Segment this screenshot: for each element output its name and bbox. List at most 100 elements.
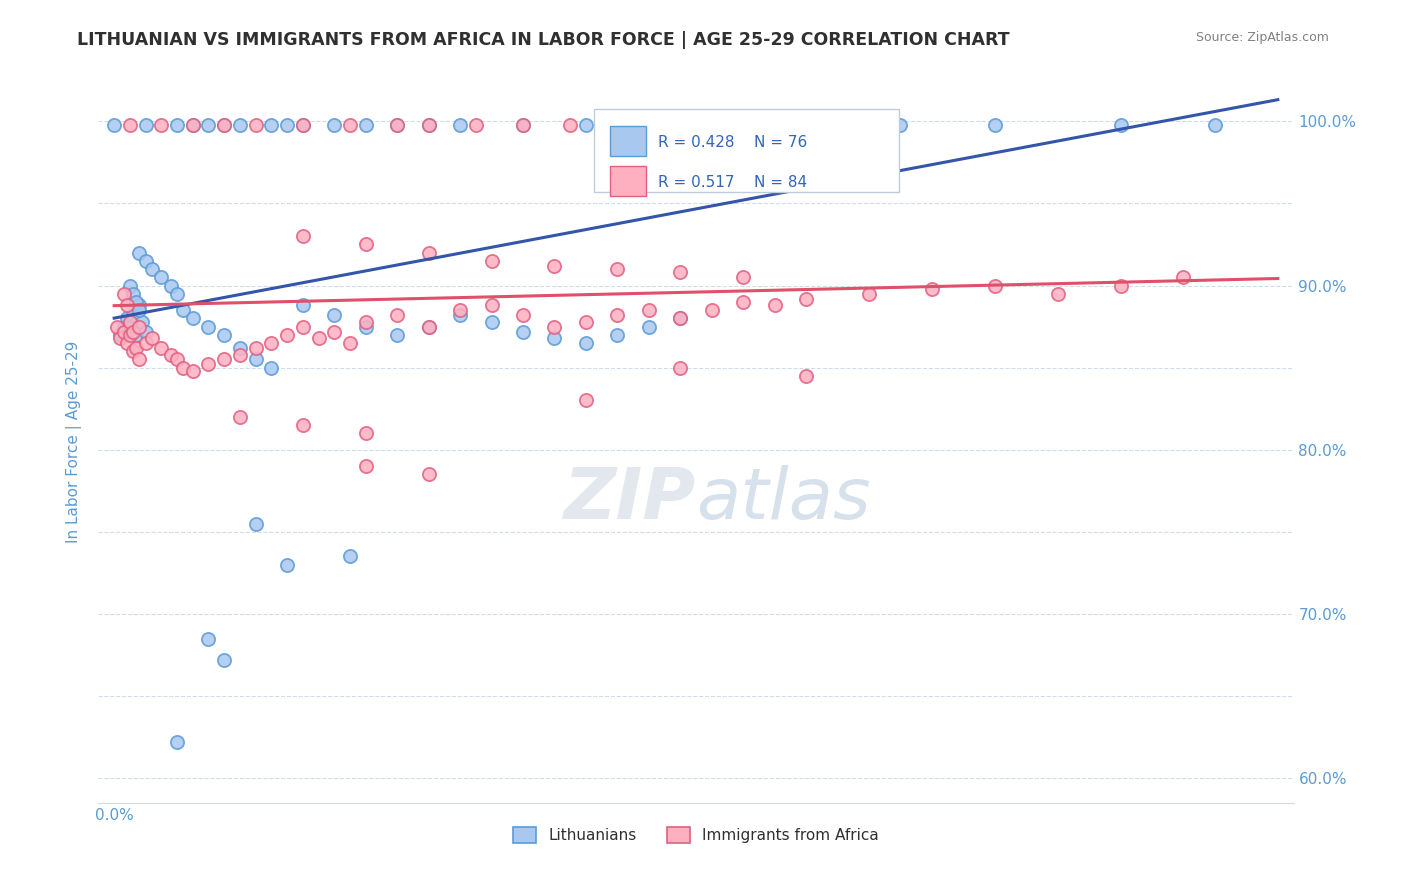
Point xyxy=(354,315,377,329)
Point xyxy=(245,352,267,367)
Point xyxy=(112,286,135,301)
Point xyxy=(418,245,440,260)
Point xyxy=(323,308,346,322)
Point xyxy=(181,118,204,132)
Point xyxy=(354,118,377,132)
Point xyxy=(125,295,148,310)
Point xyxy=(291,118,314,132)
Point xyxy=(354,426,377,441)
Point xyxy=(575,315,598,329)
Point xyxy=(245,118,267,132)
Point xyxy=(1204,118,1226,132)
Point xyxy=(135,118,157,132)
Point xyxy=(763,118,786,132)
Point xyxy=(449,308,471,322)
Point xyxy=(181,311,204,326)
Point xyxy=(166,735,188,749)
Point xyxy=(118,118,141,132)
Point xyxy=(921,282,943,296)
Point xyxy=(560,118,582,132)
Point xyxy=(354,459,377,474)
Point xyxy=(1109,118,1132,132)
Point xyxy=(212,653,235,667)
Point xyxy=(512,118,534,132)
Point xyxy=(118,315,141,329)
Point xyxy=(606,262,628,277)
Point xyxy=(543,319,565,334)
Point xyxy=(464,118,486,132)
Point xyxy=(229,341,252,355)
Point xyxy=(449,118,471,132)
Point xyxy=(418,118,440,132)
Point xyxy=(323,118,346,132)
Point xyxy=(669,311,692,326)
Point xyxy=(339,549,361,564)
Point xyxy=(354,237,377,252)
Point xyxy=(481,253,503,268)
Point xyxy=(197,118,219,132)
Point xyxy=(323,325,346,339)
Point xyxy=(1109,278,1132,293)
Point xyxy=(449,303,471,318)
Point xyxy=(166,352,188,367)
Point xyxy=(669,360,692,375)
Point xyxy=(291,418,314,433)
Point xyxy=(276,558,298,572)
Point xyxy=(260,336,283,351)
Point xyxy=(418,467,440,482)
Point xyxy=(150,341,173,355)
Point xyxy=(669,311,692,326)
Point xyxy=(385,308,409,322)
Point xyxy=(122,344,145,359)
Point xyxy=(543,259,565,273)
Point xyxy=(245,341,267,355)
Point xyxy=(122,308,145,322)
Point xyxy=(115,336,138,351)
Point xyxy=(197,319,219,334)
Point xyxy=(212,118,235,132)
Point xyxy=(858,286,880,301)
Point xyxy=(481,315,503,329)
Point xyxy=(984,118,1007,132)
Point xyxy=(135,325,157,339)
Point xyxy=(125,327,148,342)
Text: LITHUANIAN VS IMMIGRANTS FROM AFRICA IN LABOR FORCE | AGE 25-29 CORRELATION CHAR: LITHUANIAN VS IMMIGRANTS FROM AFRICA IN … xyxy=(77,31,1010,49)
Point xyxy=(115,298,138,312)
Point xyxy=(354,319,377,334)
Point xyxy=(172,303,194,318)
Point xyxy=(543,331,565,345)
Point xyxy=(418,319,440,334)
Point xyxy=(733,270,755,285)
Point xyxy=(339,336,361,351)
FancyBboxPatch shape xyxy=(595,109,900,193)
Point xyxy=(212,352,235,367)
Point xyxy=(128,245,150,260)
Point xyxy=(212,327,235,342)
Point xyxy=(128,352,150,367)
Point xyxy=(150,118,173,132)
Point xyxy=(308,331,330,345)
Point xyxy=(984,278,1007,293)
Point xyxy=(115,311,138,326)
Point xyxy=(339,118,361,132)
Point xyxy=(418,118,440,132)
Text: R = 0.517    N = 84: R = 0.517 N = 84 xyxy=(658,175,807,190)
Point xyxy=(260,360,283,375)
Legend: Lithuanians, Immigrants from Africa: Lithuanians, Immigrants from Africa xyxy=(508,822,884,849)
Point xyxy=(827,118,849,132)
Point xyxy=(172,360,194,375)
Point xyxy=(181,118,204,132)
Text: atlas: atlas xyxy=(696,465,870,533)
Point xyxy=(122,286,145,301)
Point xyxy=(385,118,409,132)
Point xyxy=(159,347,181,361)
Y-axis label: In Labor Force | Age 25-29: In Labor Force | Age 25-29 xyxy=(66,341,83,542)
Text: R = 0.428    N = 76: R = 0.428 N = 76 xyxy=(658,135,807,150)
Point xyxy=(291,118,314,132)
Point xyxy=(229,409,252,424)
Point xyxy=(141,331,163,345)
Point xyxy=(260,118,283,132)
Point xyxy=(112,325,135,339)
Point xyxy=(637,303,659,318)
Point xyxy=(128,298,150,312)
